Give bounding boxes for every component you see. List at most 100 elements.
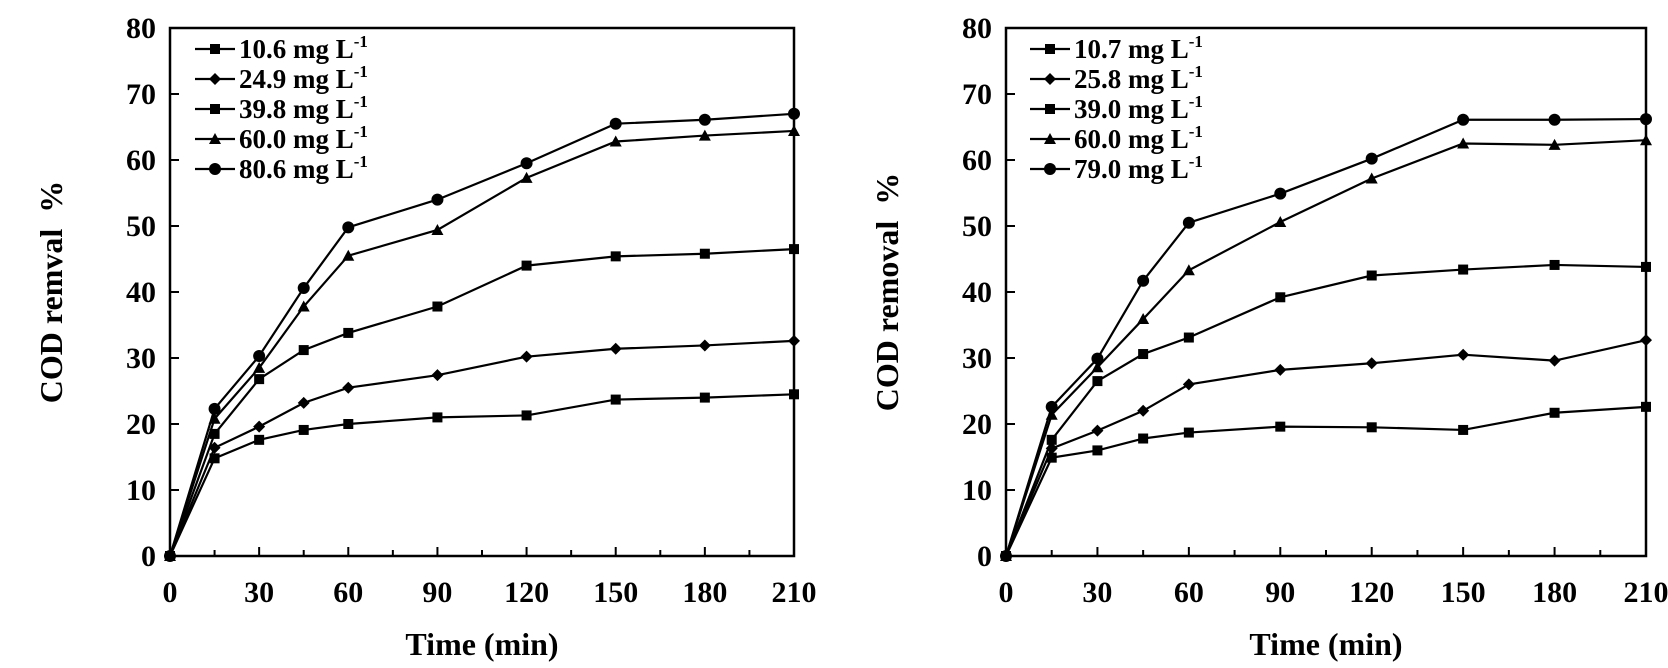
data-point	[1183, 427, 1194, 438]
legend-marker	[1044, 163, 1056, 175]
legend-label-text: 60.0 mg L	[1074, 124, 1189, 154]
series-line	[1004, 139, 1647, 557]
legend-label-superscript: -1	[1189, 32, 1203, 51]
data-point	[1548, 138, 1561, 150]
data-point	[1366, 270, 1377, 281]
data-point	[1092, 376, 1103, 387]
data-point	[1641, 261, 1651, 272]
legend-label: 10.6 mg L-1	[239, 32, 368, 64]
data-point	[789, 244, 799, 255]
legend-label-superscript: -1	[354, 122, 368, 141]
x-tick-label: 150	[593, 576, 638, 609]
data-point	[342, 221, 355, 234]
data-point	[1458, 264, 1469, 275]
data-point	[342, 381, 355, 394]
legend-label-text: 39.8 mg L	[239, 94, 354, 124]
data-point	[1182, 378, 1195, 391]
x-axis-title: Time (min)	[405, 626, 558, 662]
data-point	[431, 223, 444, 235]
data-point	[1274, 187, 1287, 200]
legend-item: 39.8 mg L-1	[195, 92, 368, 124]
data-point	[1640, 134, 1652, 146]
series-1	[164, 334, 800, 562]
legend-label: 10.7 mg L-1	[1074, 32, 1203, 64]
data-point	[254, 434, 265, 445]
y-tick-label: 0	[977, 540, 992, 573]
x-tick-label: 30	[244, 576, 274, 609]
data-point	[1137, 274, 1150, 287]
legend-item: 39.0 mg L-1	[1030, 92, 1203, 124]
data-point	[698, 339, 711, 352]
legend: 10.6 mg L-124.9 mg L-139.8 mg L-160.0 mg…	[195, 32, 368, 184]
data-point	[209, 453, 220, 464]
data-point	[209, 428, 220, 439]
y-axis-title: COD remval %	[33, 181, 69, 403]
x-tick-label: 120	[504, 576, 549, 609]
series-line	[168, 112, 795, 557]
x-tick-label: 0	[999, 576, 1014, 609]
x-tick-label: 90	[422, 576, 452, 609]
data-point	[1365, 357, 1378, 370]
data-point	[1457, 137, 1470, 149]
data-point	[1365, 152, 1378, 165]
x-tick-label: 60	[1174, 576, 1204, 609]
data-point	[431, 369, 444, 382]
legend-label-superscript: -1	[1189, 122, 1203, 141]
data-point	[1457, 348, 1470, 361]
x-axis-title: Time (min)	[1249, 626, 1402, 662]
data-point	[520, 350, 533, 363]
data-point	[343, 419, 354, 429]
x-tick-label: 180	[1532, 576, 1577, 609]
y-tick-label: 60	[962, 144, 992, 177]
data-point	[1548, 354, 1561, 367]
data-point	[1548, 113, 1561, 126]
legend-label-text: 24.9 mg L	[239, 64, 354, 94]
data-point	[1138, 349, 1149, 360]
data-point	[1549, 259, 1560, 270]
data-point	[609, 117, 622, 130]
legend-label: 24.9 mg L-1	[239, 62, 368, 94]
data-point	[253, 420, 266, 433]
x-tick-label: 90	[1265, 576, 1295, 609]
legend: 10.7 mg L-125.8 mg L-139.0 mg L-160.0 mg…	[1030, 32, 1203, 184]
y-tick-label: 10	[962, 474, 992, 507]
data-point	[788, 107, 800, 120]
chart-left: 0 10 20 30 40 50 60 70 80 0 30 60 90 120 150 180 210 Time…	[33, 12, 817, 662]
data-point	[699, 392, 710, 403]
series-line	[1005, 405, 1647, 557]
legend-label-text: 25.8 mg L	[1074, 64, 1189, 94]
y-tick-label: 20	[126, 408, 156, 441]
y-tick-label: 70	[126, 78, 156, 111]
chart-right: 0 10 20 30 40 50 60 70 80 0 30 60 90 120 150 180 210 Time…	[869, 12, 1668, 662]
legend-item: 79.0 mg L-1	[1030, 152, 1203, 184]
legend-marker	[1045, 44, 1055, 54]
legend-marker	[210, 44, 220, 54]
data-point	[1183, 332, 1194, 343]
data-point	[1182, 216, 1195, 229]
series-line	[1004, 339, 1647, 557]
legend-label: 80.6 mg L-1	[239, 152, 368, 184]
series-line	[1004, 263, 1647, 557]
data-point	[1137, 313, 1150, 325]
legend-label-superscript: -1	[1189, 62, 1203, 81]
legend-marker	[1044, 73, 1056, 85]
y-tick-label: 40	[962, 276, 992, 309]
data-point	[164, 550, 176, 562]
data-point	[1045, 400, 1058, 413]
data-point	[343, 327, 354, 338]
legend-item: 80.6 mg L-1	[195, 152, 368, 184]
y-tick-label: 50	[126, 210, 156, 243]
series-0	[165, 389, 799, 561]
x-tick-label: 150	[1441, 576, 1486, 609]
data-point	[1274, 363, 1287, 376]
data-point	[1641, 401, 1651, 412]
y-tick-label: 80	[126, 12, 156, 45]
data-point	[253, 350, 266, 363]
legend-item: 24.9 mg L-1	[195, 62, 368, 94]
data-point	[610, 251, 621, 262]
x-tick-label: 120	[1349, 576, 1394, 609]
data-point	[521, 410, 532, 421]
y-tick-label: 70	[962, 78, 992, 111]
data-point	[1366, 422, 1377, 433]
x-tick-label: 210	[1624, 576, 1668, 609]
